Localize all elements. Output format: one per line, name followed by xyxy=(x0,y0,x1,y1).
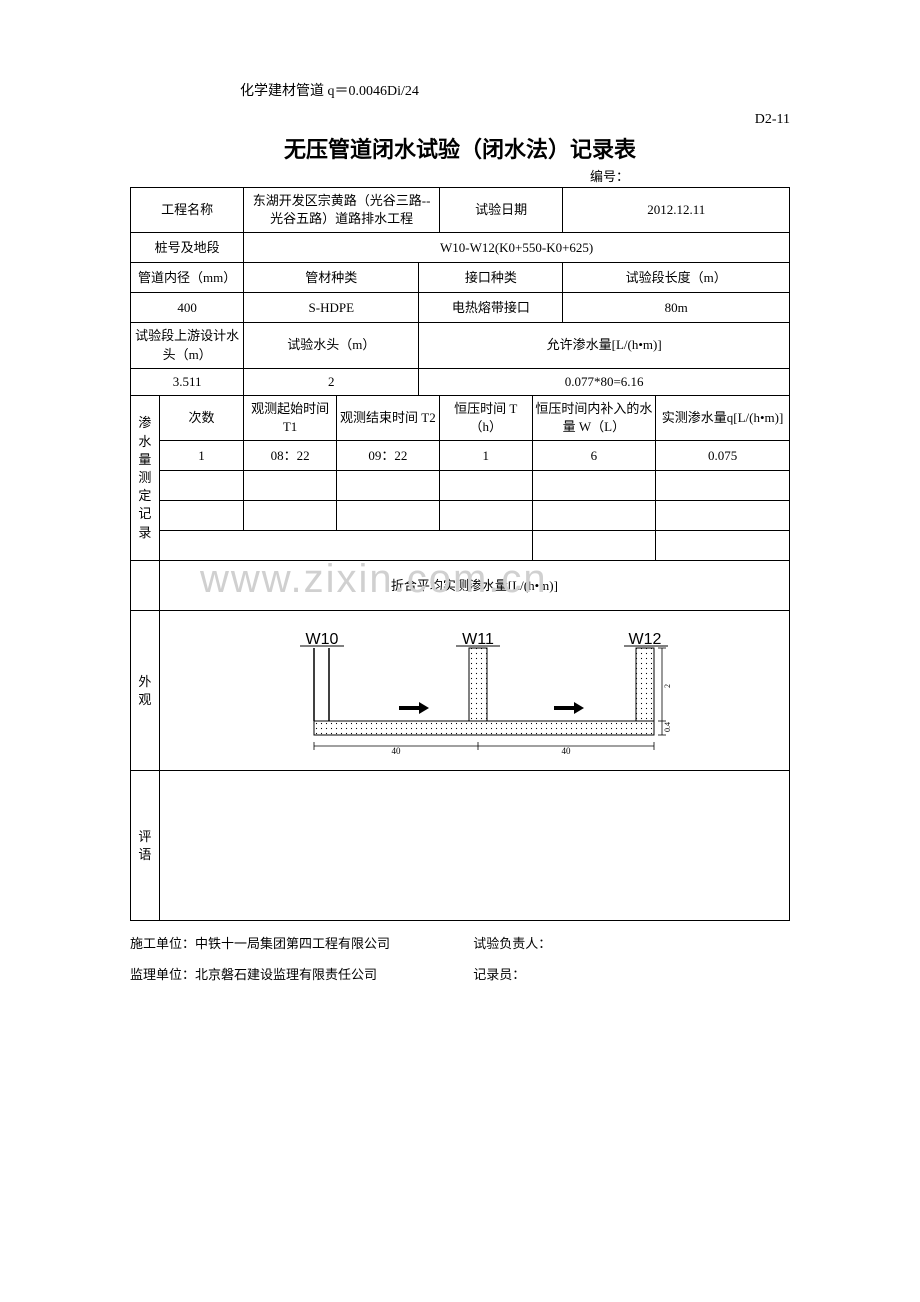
value-upstream-head: 3.511 xyxy=(131,368,244,395)
header-t1: 观测起始时间 T1 xyxy=(244,395,337,440)
label-avg-seepage: 折合平均实测渗水量[L/(h•m)] xyxy=(159,561,789,611)
header-q: 实测渗水量q[L/(h•m)] xyxy=(656,395,790,440)
empty-cell xyxy=(439,501,532,531)
header-w: 恒压时间内补入的水量 W（L） xyxy=(532,395,656,440)
label-appearance: 外观 xyxy=(131,611,160,771)
empty-cell xyxy=(159,471,243,501)
empty-cell xyxy=(336,501,439,531)
label-pipe-type: 管材种类 xyxy=(244,263,419,293)
label-test-length: 试验段长度（m） xyxy=(563,263,790,293)
empty-cell xyxy=(532,501,656,531)
value-project-name: 东湖开发区宗黄路（光谷三路--光谷五路）道路排水工程 xyxy=(244,188,440,233)
empty-cell xyxy=(656,531,790,561)
header-t2: 观测结束时间 T2 xyxy=(336,395,439,440)
value-pipe-type: S-HDPE xyxy=(244,293,419,323)
footer-construction-unit: 施工单位：中铁十一局集团第四工程有限公司 xyxy=(130,933,470,952)
label-project-name: 工程名称 xyxy=(131,188,244,233)
formula-text: 化学建材管道 q＝0.0046Di/24 xyxy=(240,80,790,100)
diagram-label-w11: W11 xyxy=(463,631,495,648)
empty-cell xyxy=(656,471,790,501)
empty-cell xyxy=(439,471,532,501)
empty-cell xyxy=(159,531,532,561)
data-t2-1: 09：22 xyxy=(336,441,439,471)
value-test-date: 2012.12.11 xyxy=(563,188,790,233)
record-table: 工程名称 东湖开发区宗黄路（光谷三路--光谷五路）道路排水工程 试验日期 201… xyxy=(130,187,790,921)
data-t-1: 1 xyxy=(439,441,532,471)
empty-cell xyxy=(532,531,656,561)
flow-arrow-icon xyxy=(399,702,429,714)
appearance-diagram-cell: W10 W11 W12 40 xyxy=(159,611,789,771)
data-count-1: 1 xyxy=(159,441,243,471)
data-t1-1: 08：22 xyxy=(244,441,337,471)
value-test-head: 2 xyxy=(244,368,419,395)
pipe-diagram: W10 W11 W12 40 xyxy=(254,626,694,756)
header-t: 恒压时间 T（h） xyxy=(439,395,532,440)
label-test-date: 试验日期 xyxy=(439,188,563,233)
empty-cell xyxy=(131,561,160,611)
diagram-dim-2: 2 xyxy=(663,684,672,688)
footer-recorder: 记录员： xyxy=(473,964,525,983)
footer-block: 施工单位：中铁十一局集团第四工程有限公司 试验负责人： 监理单位：北京磐石建设监… xyxy=(130,933,790,983)
page-title: 无压管道闭水试验（闭水法）记录表 xyxy=(130,132,790,164)
empty-cell xyxy=(244,471,337,501)
footer-supervision-unit: 监理单位：北京磐石建设监理有限责任公司 xyxy=(130,964,470,983)
empty-cell xyxy=(656,501,790,531)
data-w-1: 6 xyxy=(532,441,656,471)
diagram-dim-04: 0.4 xyxy=(663,722,672,732)
value-joint-type: 电热熔带接口 xyxy=(419,293,563,323)
diagram-label-w12: W12 xyxy=(629,631,662,648)
empty-cell xyxy=(244,501,337,531)
empty-cell xyxy=(159,501,243,531)
header-count: 次数 xyxy=(159,395,243,440)
label-test-head: 试验水头（m） xyxy=(244,323,419,368)
empty-cell xyxy=(336,471,439,501)
data-q-1: 0.075 xyxy=(656,441,790,471)
label-upstream-head: 试验段上游设计水头（m） xyxy=(131,323,244,368)
diagram-dim-40b: 40 xyxy=(562,746,572,756)
label-pipe-diameter: 管道内径（mm） xyxy=(131,263,244,293)
label-allow-seepage: 允许渗水量[L/(h•m)] xyxy=(419,323,790,368)
label-joint-type: 接口种类 xyxy=(419,263,563,293)
value-test-length: 80m xyxy=(563,293,790,323)
value-pipe-diameter: 400 xyxy=(131,293,244,323)
footer-test-leader: 试验负责人： xyxy=(473,933,551,952)
label-comment: 评语 xyxy=(131,771,160,921)
flow-arrow-icon xyxy=(554,702,584,714)
diagram-label-w10: W10 xyxy=(306,631,339,648)
diagram-dim-40a: 40 xyxy=(392,746,402,756)
label-station: 桩号及地段 xyxy=(131,233,244,263)
empty-cell xyxy=(532,471,656,501)
comment-cell xyxy=(159,771,789,921)
document-number: D2-11 xyxy=(130,112,790,128)
label-seepage-record: 渗水量测定记录 xyxy=(131,395,160,560)
value-station: W10-W12(K0+550-K0+625) xyxy=(244,233,790,263)
value-allow-seepage: 0.077*80=6.16 xyxy=(419,368,790,395)
serial-number-label: 编号： xyxy=(590,166,790,185)
